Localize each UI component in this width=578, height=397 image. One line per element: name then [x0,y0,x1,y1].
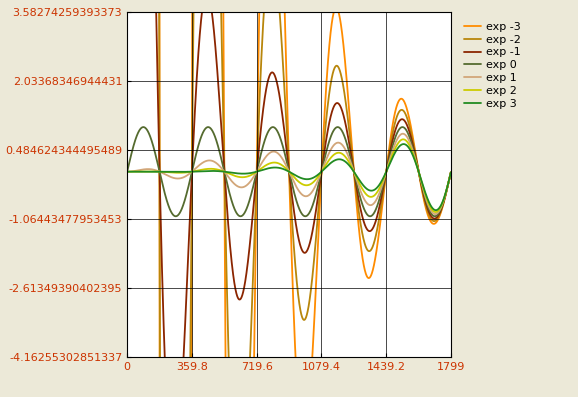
exp 1 [247,178,254,183]
Line: exp 2: exp 2 [127,139,451,212]
Line: exp 0: exp 0 [127,127,451,216]
exp 0 [318,170,325,174]
exp 3 [365,188,372,193]
Line: exp -3: exp -3 [127,0,451,397]
exp 0 [365,214,372,218]
exp 3 [447,170,454,175]
exp 2 [432,210,439,214]
exp 1 [432,212,439,216]
exp -2 [390,127,397,132]
exp -2 [318,170,325,175]
Line: exp -2: exp -2 [127,0,451,397]
exp 2 [183,170,190,175]
exp -3 [390,118,397,123]
exp 0 [399,125,406,129]
exp 2 [124,169,131,174]
exp -2 [334,64,341,69]
exp 1 [334,140,341,145]
exp 1 [365,202,372,207]
exp -2 [365,249,372,253]
exp 3 [432,208,439,212]
exp 3 [183,170,190,174]
exp 2 [400,137,407,142]
exp 2 [247,173,254,177]
exp 1 [390,146,397,151]
Legend: exp -3, exp -2, exp -1, exp 0, exp 1, exp 2, exp 3: exp -3, exp -2, exp -1, exp 0, exp 1, ex… [460,17,525,113]
exp -3 [318,171,325,175]
exp 2 [365,194,372,198]
exp 3 [334,157,341,162]
exp 3 [390,154,397,158]
exp 1 [399,131,406,136]
exp 2 [318,170,325,174]
exp -3 [334,8,341,12]
exp 0 [124,168,131,173]
exp 3 [318,170,325,174]
Line: exp 3: exp 3 [127,144,451,210]
exp -1 [447,170,454,175]
exp -1 [183,299,190,304]
exp 1 [124,169,131,174]
exp 0 [172,214,179,219]
exp 1 [183,173,190,178]
Line: exp 1: exp 1 [127,134,451,214]
exp -1 [390,135,397,139]
exp 0 [183,193,190,198]
exp 3 [124,169,131,174]
exp -2 [247,329,254,334]
exp 3 [400,142,407,146]
exp -1 [318,170,325,175]
exp -1 [365,229,372,233]
exp 0 [447,170,454,175]
exp 1 [318,170,325,174]
exp 2 [447,170,454,175]
exp 0 [334,125,341,129]
exp -3 [447,170,454,175]
exp -1 [334,101,341,106]
exp 2 [390,150,397,155]
exp 3 [247,171,254,175]
exp 0 [390,141,397,146]
exp 0 [247,193,254,197]
exp 1 [447,170,454,175]
exp -1 [247,231,254,235]
exp -3 [365,276,372,280]
Line: exp -1: exp -1 [127,0,451,397]
exp -2 [447,170,454,175]
exp 2 [334,150,341,155]
